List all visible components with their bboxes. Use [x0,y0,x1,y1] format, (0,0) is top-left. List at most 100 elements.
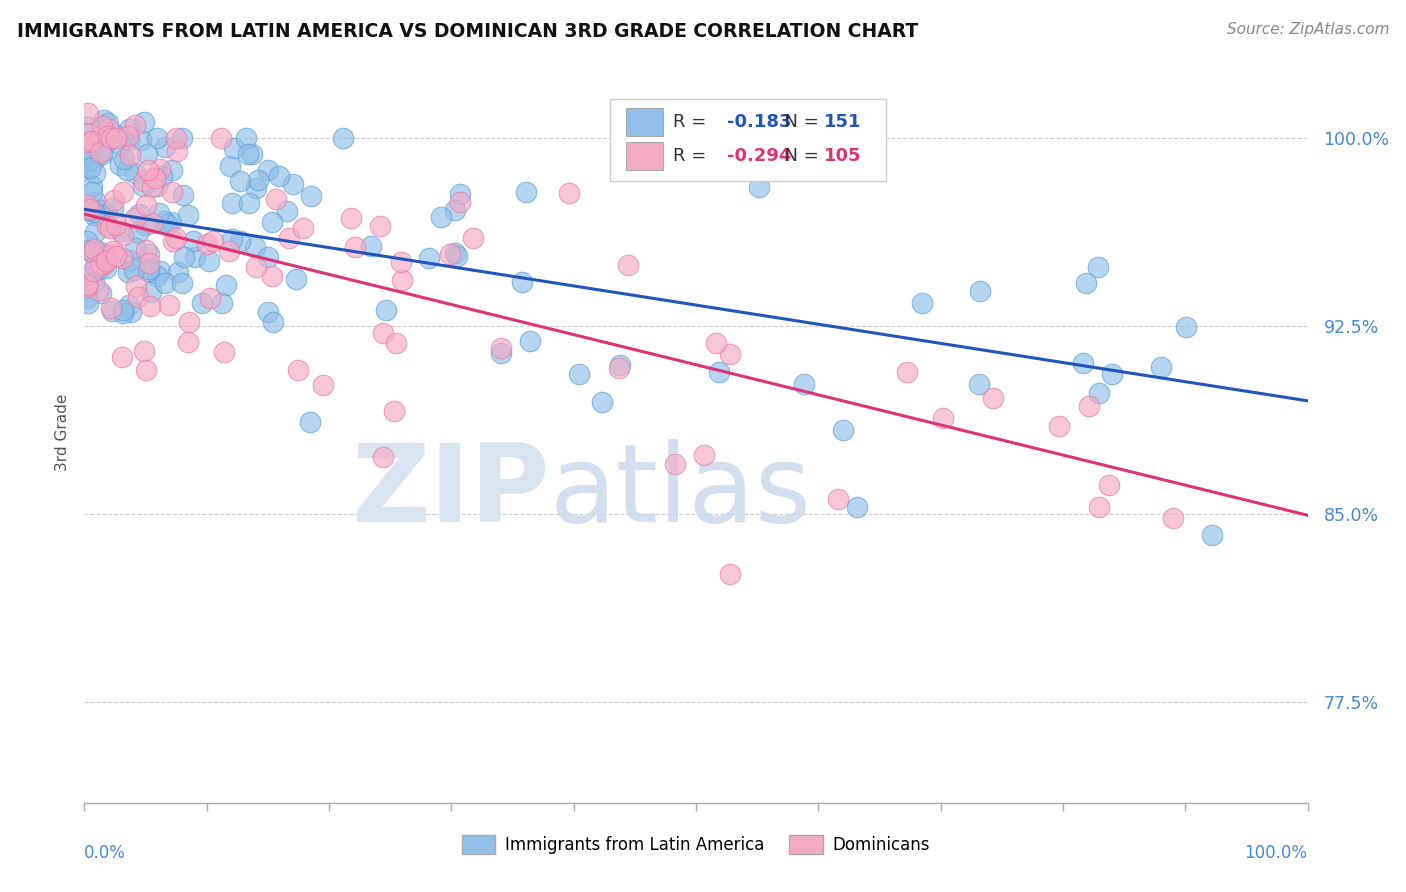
Point [91,144,114,158]
Point [617,258,640,272]
Point [79,161,101,175]
Point [100,130,122,145]
Point [124,119,146,133]
Point [391,273,413,287]
Bar [626,142,664,169]
Point [101,201,124,215]
Point [240,147,263,161]
Point [198,254,221,268]
Point [125,278,148,293]
Point [832,424,855,438]
Point [111,227,134,242]
Point [162,234,184,248]
Point [105,219,128,233]
Point [162,185,184,199]
Point [519,334,541,348]
Point [117,129,139,144]
Point [269,169,291,183]
Point [82,244,104,259]
Point [118,133,141,147]
Point [173,251,195,265]
Point [83,275,105,289]
Text: N =: N = [773,146,824,165]
Point [94,248,117,262]
Point [148,206,170,220]
Point [101,247,124,261]
Text: N =: N = [773,113,824,131]
FancyBboxPatch shape [610,99,886,181]
Point [430,211,453,225]
Text: ZIP: ZIP [350,439,550,545]
Text: IMMIGRANTS FROM LATIN AMERICA VS DOMINICAN 3RD GRADE CORRELATION CHART: IMMIGRANTS FROM LATIN AMERICA VS DOMINIC… [17,22,918,41]
Point [299,415,322,429]
Point [260,269,283,284]
Point [76,277,98,292]
Point [793,377,815,392]
Point [115,163,138,178]
Point [221,232,243,246]
Point [1201,528,1223,542]
Point [91,147,114,161]
Point [80,145,103,159]
Point [82,263,104,277]
Point [981,391,1004,405]
Point [87,283,110,297]
Point [94,260,117,275]
Point [135,243,157,257]
Point [449,186,471,201]
Point [257,162,280,177]
Point [84,260,107,274]
Text: Source: ZipAtlas.com: Source: ZipAtlas.com [1226,22,1389,37]
Point [132,343,155,358]
Point [103,193,125,207]
Point [758,134,780,148]
Point [145,131,167,145]
Text: R =: R = [672,146,711,165]
Point [120,305,142,319]
Point [491,341,513,355]
Point [87,262,110,277]
Point [76,283,98,297]
Point [717,130,740,145]
Point [1071,356,1094,370]
Point [90,119,112,133]
Point [134,174,156,188]
Point [120,148,142,162]
Point [709,365,731,379]
Point [83,205,105,219]
Point [218,159,240,173]
Point [152,213,174,227]
Point [720,567,742,582]
Point [93,257,115,271]
Point [718,347,741,361]
Point [155,140,177,154]
Point [120,252,142,267]
Point [373,450,395,464]
Point [83,243,105,257]
Point [127,290,149,304]
Point [607,360,630,375]
Point [1098,477,1121,491]
Point [285,272,308,286]
Point [221,196,243,211]
Point [136,147,159,161]
Point [360,238,382,252]
Point [439,247,461,261]
Point [79,202,101,216]
Point [1101,367,1123,381]
Point [1150,359,1173,374]
Point [96,206,118,220]
Point [568,368,591,382]
Point [111,350,134,364]
Point [1049,419,1071,434]
Point [134,218,156,232]
Point [165,231,187,245]
Point [1161,511,1184,525]
Point [332,130,354,145]
Point [124,241,146,255]
Point [222,141,245,155]
Point [183,250,205,264]
Point [124,211,146,226]
Point [238,196,260,211]
Point [515,185,537,199]
